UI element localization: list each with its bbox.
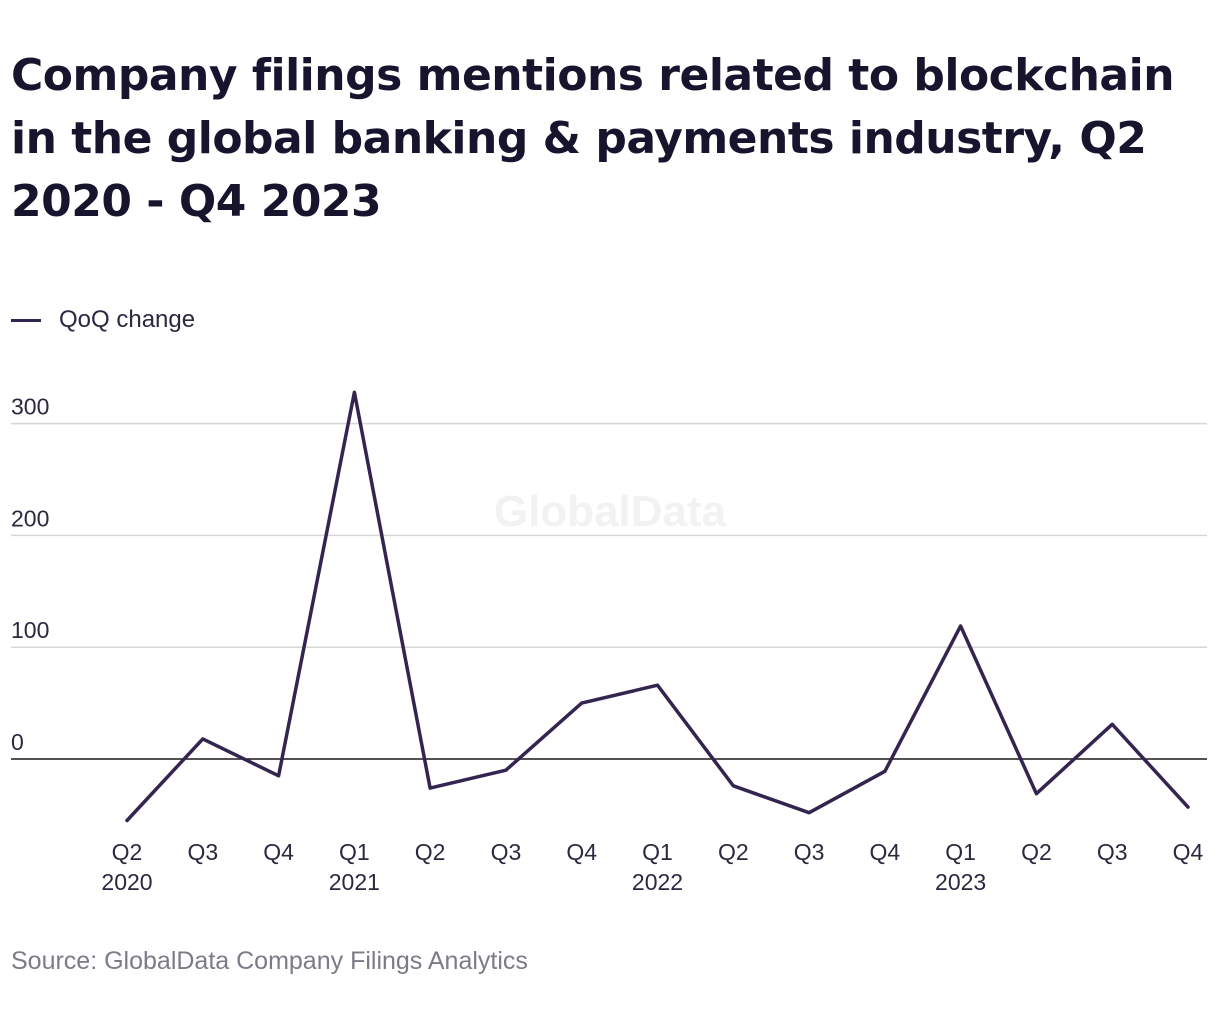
- x-tick-label: Q2: [415, 839, 446, 865]
- watermark: GlobalData: [494, 487, 727, 536]
- y-tick-label: 0: [11, 729, 24, 755]
- x-tick-label: Q4: [870, 839, 901, 865]
- series-line: [125, 390, 1190, 823]
- x-tick-year-label: 2022: [632, 869, 683, 895]
- source-note: Source: GlobalData Company Filings Analy…: [11, 947, 528, 975]
- line-chart: GlobalData 0 100 200 300 Q2 2020 Q3 Q4 Q1 2021 Q2 Q3…: [11, 390, 1207, 895]
- legend: QoQ change: [11, 306, 195, 334]
- x-tick-label: Q3: [187, 839, 218, 865]
- x-tick-label: Q3: [794, 839, 825, 865]
- x-tick-label: Q2: [718, 839, 749, 865]
- x-tick-label: Q3: [1097, 839, 1128, 865]
- legend-label: QoQ change: [59, 306, 196, 333]
- y-tick-label: 300: [11, 394, 49, 420]
- x-tick-label: Q1: [339, 839, 370, 865]
- chart-title: Company filings mentions related to bloc…: [11, 50, 1175, 227]
- x-tick-label: Q4: [1173, 839, 1204, 865]
- x-tick-label: Q3: [491, 839, 522, 865]
- y-tick-label: 100: [11, 617, 49, 643]
- x-tick-label: Q2: [1021, 839, 1052, 865]
- x-tick-label: Q2: [112, 839, 143, 865]
- x-tick-year-label: 2021: [329, 869, 380, 895]
- x-tick-label: Q4: [566, 839, 597, 865]
- legend-line-swatch: [11, 318, 41, 322]
- x-tick-label: Q1: [945, 839, 976, 865]
- x-tick-year-label: 2020: [101, 869, 152, 895]
- y-tick-label: 200: [11, 505, 49, 531]
- x-tick-label: Q4: [263, 839, 294, 865]
- x-tick-year-label: 2023: [935, 869, 986, 895]
- x-tick-label: Q1: [642, 839, 673, 865]
